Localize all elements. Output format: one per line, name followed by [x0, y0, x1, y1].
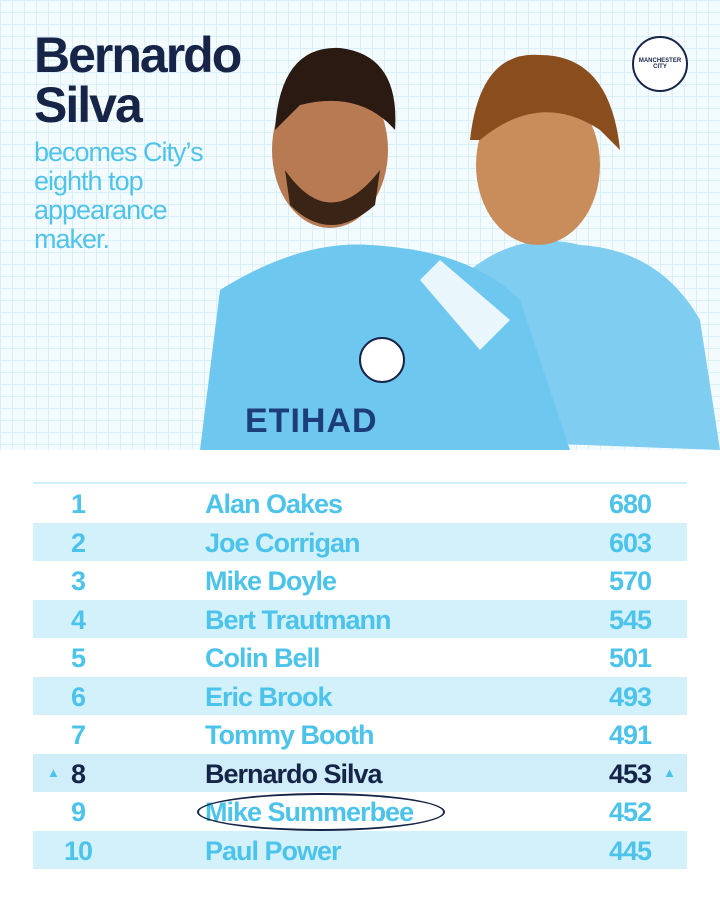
player-name: Mike Doyle — [205, 566, 337, 596]
table-row: 2 Joe Corrigan 603 — [33, 522, 687, 561]
up-arrow: ▲ — [663, 764, 676, 780]
table-row: 3 Mike Doyle 570 — [33, 561, 687, 600]
rank: 10 — [63, 835, 93, 866]
rank: 6 — [70, 681, 86, 712]
appearances: 501 — [608, 643, 652, 673]
player-photos — [200, 47, 720, 450]
rank: 5 — [70, 643, 86, 673]
shirt-sponsor: ETIHAD — [245, 402, 378, 440]
rank: 2 — [70, 527, 86, 558]
table-row: 9 Mike Summerbee 452 — [33, 792, 687, 831]
appearances: 491 — [608, 720, 652, 750]
table-row: 8 Bernardo Silva 453 ▲ ▲ — [33, 753, 687, 792]
rank: 7 — [70, 720, 86, 750]
player-name: Alan Oakes — [205, 489, 343, 519]
rank: 1 — [70, 489, 86, 519]
table-row: 6 Eric Brook 493 — [33, 676, 687, 715]
table-row: 10 Paul Power 445 — [33, 830, 687, 869]
rank: 4 — [70, 604, 86, 635]
appearances: 545 — [608, 604, 652, 635]
rank: 9 — [70, 797, 86, 827]
table-row: 7 Tommy Booth 491 — [33, 715, 687, 754]
table-row: 4 Bert Trautmann 545 — [33, 599, 687, 638]
appearances: 493 — [608, 681, 652, 712]
player-name: Bernardo Silva — [205, 758, 383, 789]
table-row: 5 Colin Bell 501 — [33, 638, 687, 677]
appearances: 453 — [608, 758, 652, 789]
player-name: Bert Trautmann — [205, 604, 392, 635]
appearances: 603 — [608, 527, 652, 558]
title: Bernardo Silva — [34, 27, 242, 133]
player-name: Colin Bell — [205, 643, 321, 673]
appearances: 445 — [608, 835, 652, 866]
appearances: 680 — [608, 489, 652, 519]
player-name: Tommy Booth — [205, 720, 374, 750]
subtitle: becomes City’s eighth top appearance mak… — [34, 137, 204, 254]
club-badge: MANCHESTER CITY — [632, 36, 688, 92]
table-row: 1 Alan Oakes 680 — [33, 484, 687, 523]
player-name: Paul Power — [205, 835, 342, 866]
player-name: Joe Corrigan — [205, 527, 361, 558]
rank: 8 — [70, 758, 86, 789]
rank: 3 — [70, 566, 86, 596]
up-arrow: ▲ — [47, 764, 60, 780]
appearances: 570 — [608, 566, 652, 596]
highlight-circle — [197, 793, 445, 831]
appearance-table: 1 Alan Oakes 680 2 Joe Corrigan 603 3 Mike Doyl… — [33, 482, 687, 869]
player-name: Eric Brook — [205, 681, 333, 712]
appearances: 452 — [608, 797, 652, 827]
